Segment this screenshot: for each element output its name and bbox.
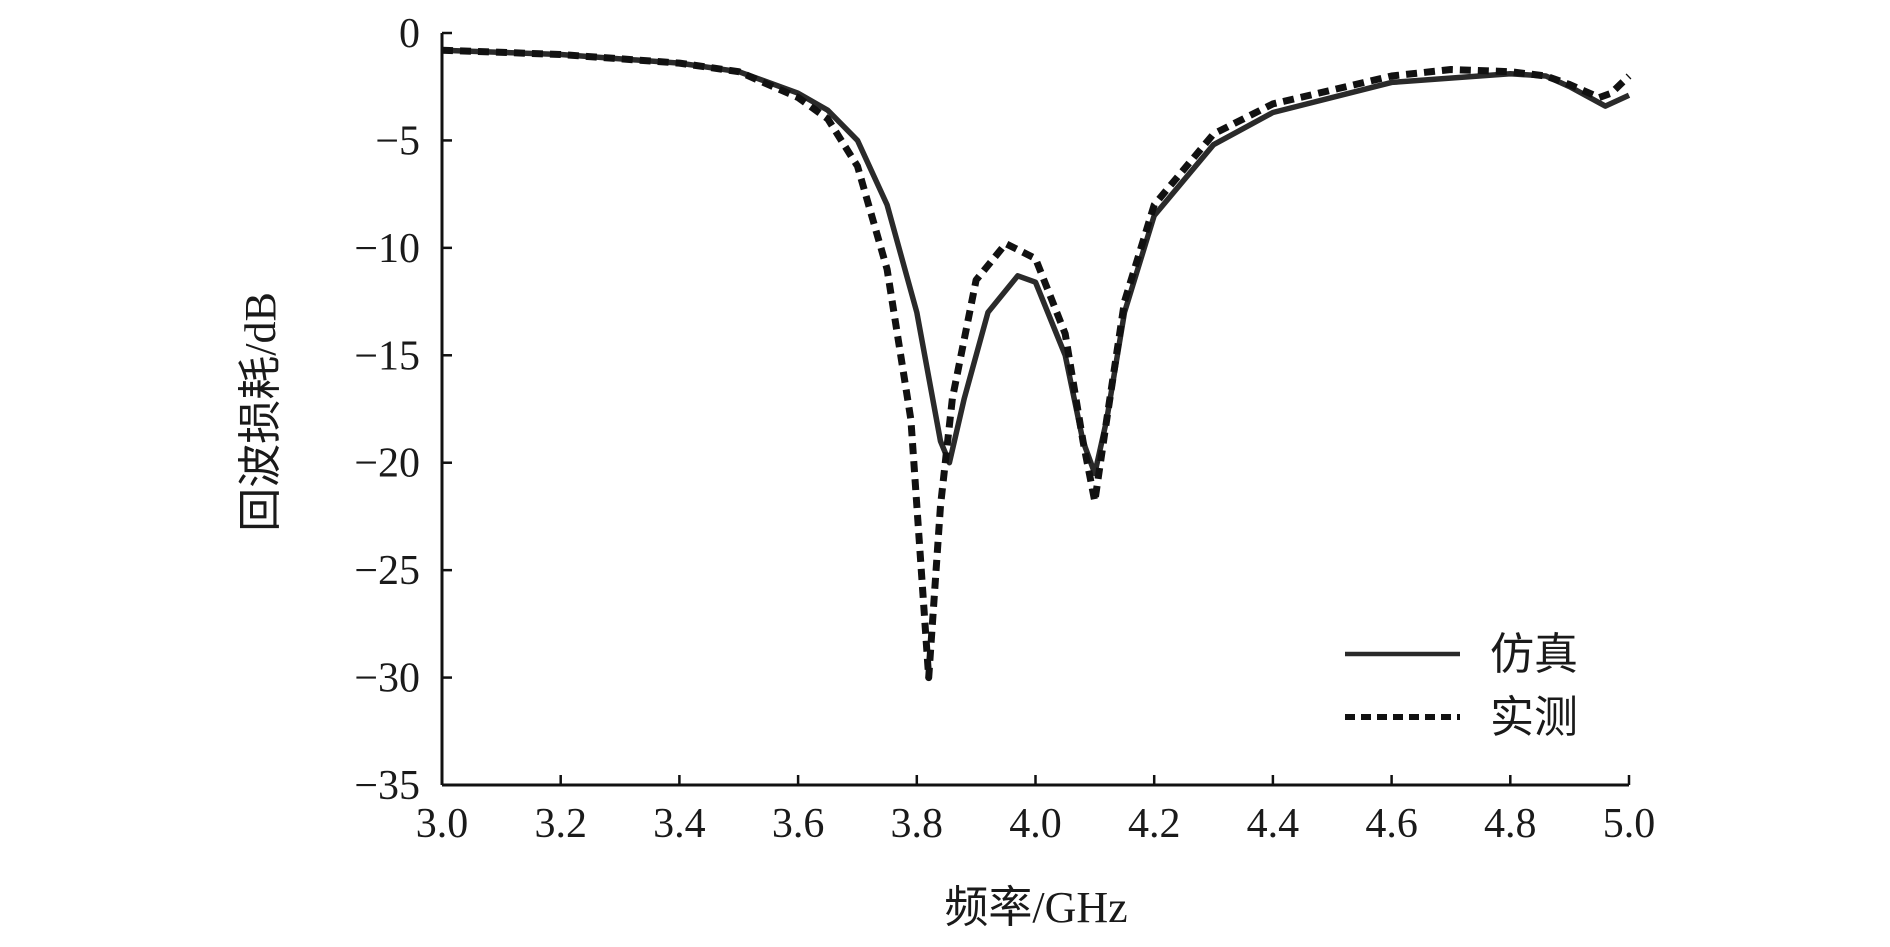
y-tick-label: −25 bbox=[354, 548, 420, 594]
y-tick-label: −20 bbox=[354, 441, 420, 487]
axes: 3.0 3.2 3.4 3.6 3.8 4.0 4.2 4.4 4.6 4.8 5.0 0 −5 −10 −… bbox=[354, 11, 1655, 847]
y-tick-label: −30 bbox=[354, 656, 420, 702]
x-axis-label: 频率/GHz bbox=[944, 883, 1127, 932]
y-tick-label: −5 bbox=[375, 118, 420, 164]
x-tick-label: 5.0 bbox=[1603, 801, 1656, 847]
x-tick-label: 4.6 bbox=[1365, 801, 1418, 847]
x-tick-label: 3.2 bbox=[534, 801, 587, 847]
legend-label: 实测 bbox=[1490, 693, 1578, 742]
series-line-1 bbox=[441, 47, 1631, 477]
x-tick-label: 4.0 bbox=[1009, 801, 1062, 847]
x-tick-label: 3.6 bbox=[772, 801, 825, 847]
x-tick-label: 4.2 bbox=[1128, 801, 1181, 847]
y-tick-label: 0 bbox=[399, 11, 420, 57]
x-tick-label: 4.4 bbox=[1247, 801, 1300, 847]
y-tick-label: −35 bbox=[354, 763, 420, 809]
x-tick-label: 3.0 bbox=[416, 801, 469, 847]
x-tick-label: 3.4 bbox=[653, 801, 706, 847]
legend-label: 仿真 bbox=[1490, 630, 1578, 679]
series-line-2 bbox=[441, 46, 1632, 682]
y-tick-label: −10 bbox=[354, 226, 420, 272]
x-tick-label: 3.8 bbox=[891, 801, 944, 847]
y-tick-label: −15 bbox=[354, 333, 420, 379]
series-group bbox=[441, 46, 1632, 682]
y-axis-label: 回波损耗/dB bbox=[236, 292, 285, 532]
x-tick-label: 4.8 bbox=[1484, 801, 1537, 847]
